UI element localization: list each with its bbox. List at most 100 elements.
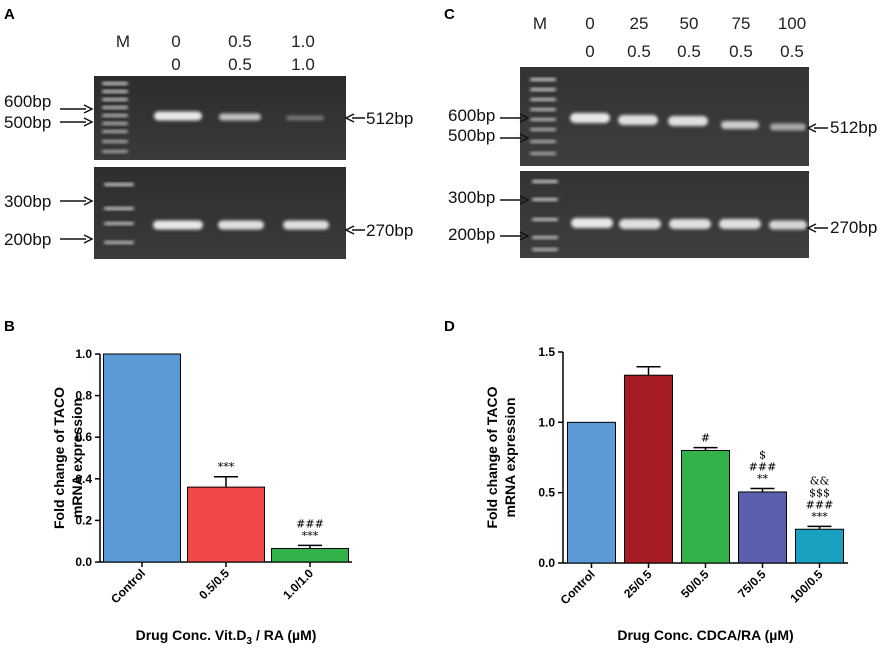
- band-a-bottom-1: [153, 220, 203, 230]
- significance-label: ***: [811, 510, 828, 523]
- y-tick-label: 0.6: [75, 430, 92, 444]
- panel-letter-b: B: [4, 318, 15, 335]
- band-c-bottom-5: [769, 220, 807, 230]
- x-axis-label-tail: / RA (µM): [252, 627, 316, 643]
- arrow-512-c-head: [806, 123, 817, 133]
- arrow-512-a-head: [344, 113, 355, 123]
- bar: [624, 374, 673, 564]
- significance-label: ***: [302, 529, 319, 542]
- lane-label-a3: 1.0: [291, 32, 315, 51]
- bar: [681, 449, 730, 564]
- arrow-270-a-head: [344, 225, 355, 235]
- bar: [567, 421, 616, 564]
- lane-label-c5-row2: 0.5: [780, 42, 804, 61]
- ladder-c-top-rung: [530, 140, 556, 143]
- significance-label: ***: [218, 461, 235, 474]
- significance-label: #: [701, 432, 710, 445]
- significance-label: **: [757, 472, 769, 485]
- y-tick-label: 1.0: [75, 347, 92, 361]
- band-c-top-5: [770, 123, 806, 131]
- ladder-a-top-rung: [102, 114, 128, 117]
- significance-label: ###: [296, 517, 324, 530]
- significance-label: ###: [749, 460, 777, 473]
- gel-c-bottom: [520, 171, 809, 258]
- band-c-bottom-3: [669, 219, 711, 229]
- marker-lane-label: M: [115, 32, 131, 51]
- y-axis-label-line2: mRNA expression: [502, 397, 518, 517]
- ladder-c-top-rung: [530, 152, 556, 155]
- band-c-bottom-4: [719, 219, 761, 229]
- ladder-c-bottom-rung: [532, 218, 558, 221]
- lane-label-a1-row2: 0: [171, 55, 181, 74]
- arrow-270-c-head: [806, 223, 817, 233]
- lane-label-a2: 0.5: [228, 32, 252, 51]
- marker-label-200-c: 200bp: [448, 225, 496, 244]
- lane-label-a1: 0: [171, 32, 181, 51]
- x-axis-label: Drug Conc. CDCA/RA (µM): [617, 627, 793, 643]
- gel-a-bottom: [94, 167, 346, 259]
- panel-letter-a: A: [4, 6, 15, 23]
- band-label-270-c: 270bp: [830, 218, 878, 237]
- marker-label-200-a: 200bp: [4, 230, 52, 249]
- band-c-top-1: [570, 113, 610, 123]
- ladder-a-bottom-rung: [104, 241, 134, 244]
- lane-label-c5: 100: [777, 14, 807, 33]
- ladder-a-top-rung: [102, 98, 128, 101]
- x-axis-label-main: Drug Conc. Vit.D: [136, 627, 247, 643]
- marker-label-500-a: 500bp: [4, 113, 52, 132]
- ladder-a-top-rung: [102, 106, 128, 109]
- ladder-a-top-rung: [102, 122, 128, 125]
- ladder-c-bottom-rung: [532, 248, 558, 251]
- significance-label: &&: [810, 474, 830, 487]
- marker-label-500-c: 500bp: [448, 126, 496, 145]
- y-tick-label: 1.5: [538, 345, 555, 359]
- band-c-top-4: [721, 121, 759, 129]
- lane-label-c1: 0: [585, 14, 595, 33]
- bar: [738, 491, 787, 564]
- x-axis-label-sub: 3: [247, 636, 253, 647]
- band-c-bottom-1: [571, 218, 613, 228]
- x-tick-label: 75/0.5: [735, 567, 769, 601]
- y-tick-label: 0.5: [538, 486, 555, 500]
- ladder-c-bottom-rung: [532, 236, 558, 239]
- lane-label-c3-row2: 0.5: [677, 42, 701, 61]
- ladder-c-top-rung: [530, 78, 556, 81]
- y-axis-label: Fold change of TACO: [484, 386, 500, 528]
- ladder-a-top-rung: [102, 82, 128, 85]
- y-tick-label: 0.8: [75, 389, 92, 403]
- arrow-200-a-head: [83, 234, 94, 244]
- ladder-c-top-rung: [530, 88, 556, 91]
- band-c-top-3: [668, 116, 708, 126]
- ladder-a-bottom-rung: [104, 183, 134, 186]
- ladder-c-top-rung: [530, 98, 556, 101]
- marker-label-600-a: 600bp: [4, 92, 52, 111]
- panel-letter-c: C: [444, 6, 455, 23]
- x-tick-label: 100/0.5: [787, 567, 825, 605]
- lane-label-c2-row2: 0.5: [627, 42, 651, 61]
- panel-letter-d: D: [444, 318, 455, 335]
- ladder-a-top-rung: [102, 130, 128, 133]
- y-tick-label: 0.0: [538, 556, 555, 570]
- band-c-top-2: [618, 115, 658, 125]
- ladder-c-top-rung: [530, 118, 556, 121]
- ladder-a-top-rung: [102, 140, 128, 143]
- arrow-300-c-head: [519, 195, 530, 205]
- y-tick-label: 0.2: [75, 513, 92, 527]
- marker-label-600-c: 600bp: [448, 106, 496, 125]
- band-a-top-2: [219, 113, 261, 121]
- lane-label-c2: 25: [629, 14, 649, 33]
- x-axis-label-main: Drug Conc. CDCA/RA (µM): [617, 627, 793, 643]
- lane-label-c4-row2: 0.5: [729, 42, 753, 61]
- band-a-bottom-3: [283, 220, 329, 230]
- ladder-c-top-rung: [530, 108, 556, 111]
- ladder-a-bottom-rung: [104, 207, 134, 210]
- lane-label-a3-row2: 1.0: [291, 55, 315, 74]
- arrow-500-c-head: [519, 133, 530, 143]
- y-axis-label-line2: mRNA expression: [69, 398, 85, 518]
- x-tick-label: 25/0.5: [621, 567, 655, 601]
- x-tick-label: Control: [558, 567, 598, 607]
- arrow-600-a-head: [83, 104, 94, 114]
